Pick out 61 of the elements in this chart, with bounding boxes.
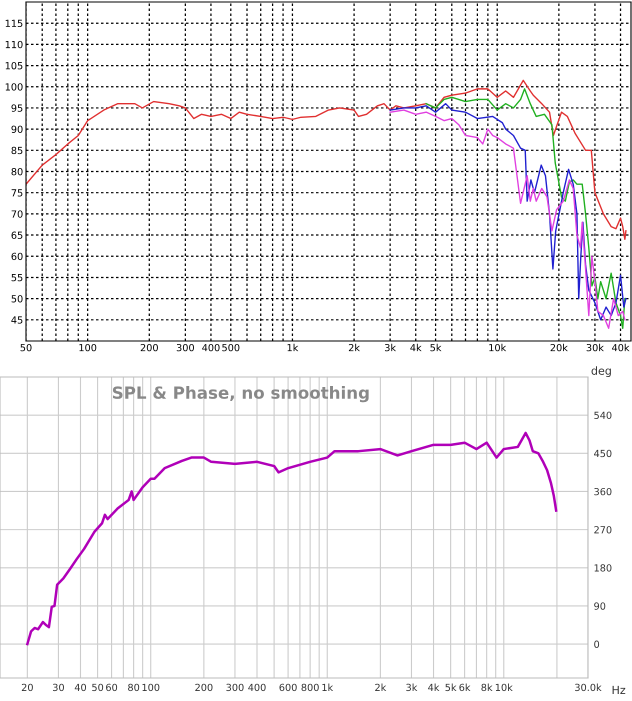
x-tick-label: 20 [22, 684, 33, 692]
x-tick-label: 8k [481, 684, 493, 692]
x-tick-label: 50 [20, 344, 32, 352]
x-tick-label: 400 [248, 684, 266, 692]
x-tick-label: 300 [226, 684, 244, 692]
x-tick-label: 300 [176, 344, 194, 352]
x-tick-label: 10k [496, 684, 513, 692]
x-tick-label: 20k [550, 344, 568, 352]
y-tick-label: 85 [12, 146, 22, 154]
x-tick-label: 40k [612, 344, 630, 352]
x-tick-label: 3k [384, 344, 396, 352]
y-axis-title: deg [592, 366, 611, 377]
y-tick-label: 60 [12, 252, 23, 260]
y-tick-label: 95 [11, 104, 22, 112]
x-tick-label: 4k [410, 344, 422, 352]
text: SPL & Phase, no smoothing [112, 386, 369, 402]
x-tick-label: 30k [586, 344, 604, 352]
y-tick-label: 50 [12, 295, 23, 302]
x-tick-label: 5k [430, 344, 442, 352]
y-tick-label: 360 [594, 488, 612, 496]
x-tick-label: 5k [445, 684, 457, 692]
x-tick-label: 600 [279, 684, 297, 692]
x-tick-label: 2k [348, 344, 360, 352]
x-tick-label: 6k [459, 684, 470, 692]
y-tick-label: 90 [11, 126, 23, 133]
y-tick-label: 110 [6, 40, 23, 48]
x-tick-label: 200 [140, 344, 158, 352]
x-tick-label: 100 [79, 344, 96, 352]
x-tick-label: 30.0k [575, 684, 602, 692]
x-tick-label: 60 [106, 684, 118, 692]
x-axis-title: Hz [612, 686, 626, 694]
x-tick-label: 30 [52, 684, 64, 692]
y-tick-label: 65 [12, 232, 22, 239]
x-tick-label: 1k [288, 344, 298, 352]
x-tick-label: 50 [92, 684, 104, 692]
y-tick-label: 270 [594, 526, 612, 534]
x-tick-label: 200 [195, 684, 212, 692]
x-tick-label: 3k [406, 684, 418, 692]
x-tick-label: 1k [322, 684, 334, 691]
y-tick-label: 540 [594, 412, 612, 419]
x-tick-label: 500 [222, 344, 240, 352]
y-tick-label: 115 [6, 20, 22, 28]
y-tick-label: 70 [12, 210, 23, 218]
x-tick-label: 400 [202, 344, 220, 352]
x-tick-label: 2k [375, 684, 386, 691]
y-tick-label: 55 [12, 274, 22, 282]
y-tick-label: 90 [594, 602, 606, 610]
x-tick-label: 800 [302, 684, 319, 692]
y-tick-label: 105 [6, 62, 22, 70]
x-tick-label: 80 [128, 684, 140, 692]
y-tick-label: 0 [594, 640, 600, 648]
x-tick-label: 40 [74, 684, 86, 692]
y-tick-label: 180 [594, 564, 612, 572]
y-tick-label: 80 [12, 168, 23, 176]
x-tick-label: 4k [428, 684, 440, 691]
x-tick-label: 10k [489, 344, 506, 352]
y-tick-label: 450 [594, 450, 612, 458]
y-tick-label: 100 [6, 83, 23, 91]
y-tick-label: 45 [11, 316, 22, 324]
x-tick-label: 100 [142, 684, 160, 692]
y-tick-label: 75 [12, 189, 22, 197]
